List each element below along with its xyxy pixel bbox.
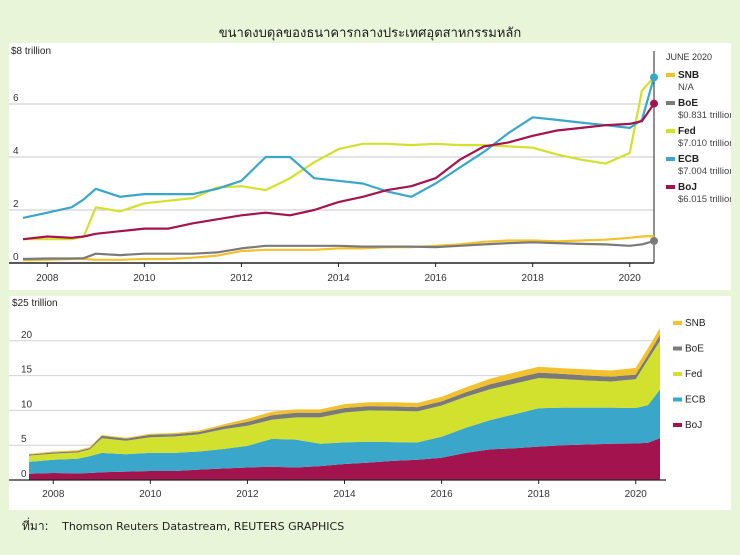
area-boj: [29, 438, 660, 480]
endpoint-marker-ecb: [650, 73, 658, 82]
legend-label-ecb: ECB: [685, 395, 706, 406]
y-tick-label: 15: [21, 365, 33, 376]
legend-swatch-ecb: [673, 397, 682, 402]
stacked-area-chart-panel: $25 trillion 0 5 10 15 20 2008 2010 2012 2014 2016…: [9, 296, 731, 510]
x-tick-label: 2018: [522, 273, 545, 284]
x-tick-label: 2010: [139, 489, 162, 500]
legend-label-boe: BoE: [685, 344, 704, 355]
legend-swatch-snb: [673, 321, 682, 325]
legend-label-snb: SNB: [678, 70, 699, 81]
y-axis-label: $25 trillion: [12, 298, 58, 309]
x-tick-label: 2012: [230, 273, 253, 284]
legend-label-fed: Fed: [685, 369, 702, 380]
area-ecb: [29, 389, 660, 474]
legend-value-fed: $7.010 trillion: [678, 138, 731, 149]
legend-swatch-boj: [666, 185, 675, 189]
legend-value-ecb: $7.004 trillion: [678, 166, 731, 177]
legend-title: JUNE 2020: [666, 52, 712, 62]
y-tick-label: 2: [13, 199, 19, 210]
stacked-area-chart: $25 trillion 0 5 10 15 20 2008 2010 2012 2014 2016…: [9, 298, 706, 500]
line-chart-panel: $8 trillion 0 2 4 6 2008 2010 2012 2014 2016 2018 2…: [9, 43, 735, 290]
x-tick-label: 2020: [619, 273, 642, 284]
series-line-ecb: [22, 77, 656, 219]
series-line-snb: [22, 234, 655, 262]
series-line-boe: [22, 239, 655, 261]
legend-label-snb: SNB: [685, 318, 706, 329]
legend-label-boe: BoE: [678, 98, 698, 109]
legend-value-boj: $6.015 trillion: [678, 194, 731, 205]
legend-swatch-fed: [666, 129, 675, 133]
series-line-fed: [23, 76, 655, 241]
legend-swatch-fed: [673, 372, 682, 376]
x-tick-label: 2012: [236, 489, 259, 500]
series-line-boj: [22, 102, 655, 241]
source-text: Thomson Reuters Datastream, REUTERS GRAP…: [62, 520, 345, 533]
x-tick-label: 2010: [133, 273, 156, 284]
legend-value-snb: N/A: [678, 82, 695, 93]
y-tick-label: 20: [21, 330, 33, 341]
legend-value-boe: $0.831 trillion: [678, 110, 731, 121]
legend-label-ecb: ECB: [678, 154, 699, 165]
source-label: ที่มา:: [22, 519, 49, 533]
x-tick-label: 2008: [42, 489, 65, 500]
legend-swatch-snb: [666, 73, 675, 77]
legend-label-boj: BoJ: [685, 420, 702, 431]
area-fed: [29, 340, 660, 462]
x-tick-label: 2018: [528, 489, 551, 500]
legend-label-boj: BoJ: [678, 182, 697, 193]
x-tick-label: 2016: [430, 489, 453, 500]
endpoint-marker-boj: [650, 99, 658, 108]
y-tick-label: 6: [13, 93, 19, 104]
y-tick-label: 4: [13, 146, 19, 157]
y-tick-label: 0: [21, 469, 27, 480]
chart-title: ขนาดงบดุลของธนาคารกลางประเทศอุตสาหกรรมหล…: [218, 26, 522, 41]
x-tick-label: 2014: [333, 489, 356, 500]
y-tick-label: 0: [13, 252, 19, 263]
line-chart: $8 trillion 0 2 4 6 2008 2010 2012 2014 2016 2018 2…: [9, 46, 735, 284]
y-tick-label: 5: [21, 434, 27, 445]
source-note: ที่มา: Thomson Reuters Datastream, REUTE…: [22, 517, 344, 536]
legend-swatch-boe: [666, 101, 675, 105]
y-tick-label: 10: [21, 399, 33, 410]
x-tick-label: 2020: [625, 489, 648, 500]
legend-swatch-boj: [673, 423, 682, 427]
legend-swatch-boe: [673, 346, 682, 351]
x-tick-label: 2008: [36, 273, 59, 284]
legend-label-fed: Fed: [678, 126, 696, 137]
endpoint-marker-boe: [650, 236, 658, 245]
x-tick-label: 2014: [327, 273, 350, 284]
y-axis-label: $8 trillion: [11, 46, 51, 57]
legend-swatch-ecb: [666, 157, 675, 161]
x-tick-label: 2016: [424, 273, 447, 284]
